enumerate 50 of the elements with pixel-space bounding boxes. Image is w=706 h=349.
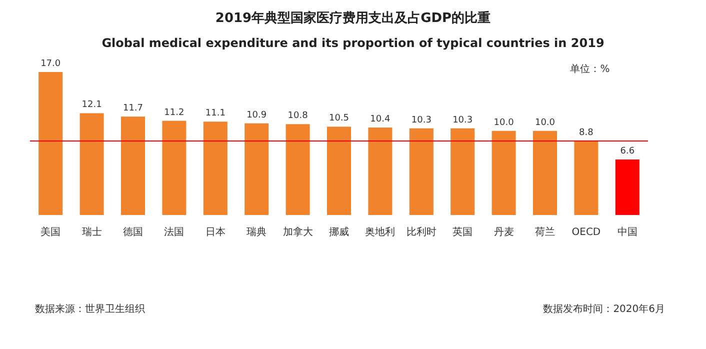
x-tick-label: 奥地利 (365, 226, 396, 238)
x-tick-label: 瑞士 (82, 226, 102, 238)
bar (574, 140, 598, 215)
x-tick-label: 法国 (164, 226, 184, 238)
bar (492, 130, 516, 215)
data-label: 10.4 (370, 114, 390, 125)
data-label: 10.8 (288, 111, 308, 122)
data-label: 10.0 (494, 118, 514, 128)
bar (533, 130, 557, 215)
x-tick-label: 荷兰 (535, 226, 555, 238)
x-tick-label: 瑞典 (246, 226, 267, 238)
data-label: 11.1 (205, 108, 226, 119)
bar (38, 72, 63, 215)
bar (80, 113, 104, 215)
chart-subtitle: Global medical expenditure and its proportion of typical countries in 2019 (102, 36, 604, 50)
bar (615, 159, 640, 215)
bar (162, 120, 186, 215)
annotation: 单位：% (570, 63, 610, 75)
bar (409, 128, 434, 215)
x-tick-label: 中国 (617, 226, 638, 238)
x-tick-label: 英国 (452, 226, 473, 238)
bar (203, 122, 228, 215)
data-label: 11.7 (122, 104, 144, 114)
data-label: 8.8 (579, 128, 594, 138)
data-label: 12.1 (82, 100, 102, 110)
x-tick-label: 德国 (123, 227, 143, 238)
bar (450, 128, 475, 215)
bar (121, 116, 145, 215)
data-label: 10.3 (452, 115, 473, 126)
x-tick-label: OECD (572, 227, 601, 238)
x-tick-label: 丹麦 (494, 226, 514, 238)
data-label: 10.5 (328, 114, 350, 124)
bar (244, 123, 269, 215)
data-label: 10.9 (246, 110, 267, 120)
bar (368, 128, 392, 215)
bar (286, 124, 310, 215)
x-tick-label: 挪威 (329, 226, 349, 238)
source-note: 数据来源：世界卫生组织 (35, 303, 145, 315)
text: 数据发布时间：2020年6月 (543, 303, 665, 315)
data-label: 6.6 (620, 146, 635, 156)
x-tick-label: 日本 (205, 226, 226, 238)
data-label: 10.3 (411, 115, 432, 126)
x-tick-label: 美国 (40, 226, 61, 238)
data-label: 17.0 (40, 59, 61, 69)
data-label: 11.2 (164, 108, 184, 118)
data-label: 10.0 (534, 118, 556, 128)
x-tick-label: 比利时 (406, 226, 436, 238)
chart-title: 2019年典型国家医疗费用支出及占GDP的比重 (215, 10, 491, 26)
x-tick-label: 加拿大 (282, 226, 313, 238)
bar (327, 126, 351, 215)
